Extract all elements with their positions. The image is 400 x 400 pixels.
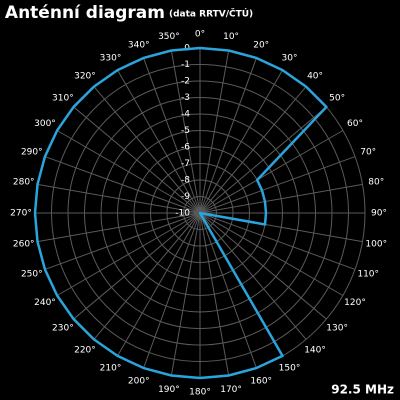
angle-label: 210° — [100, 364, 122, 374]
angle-label: 160° — [250, 377, 272, 387]
r-tick-label: -3 — [181, 93, 190, 103]
grid-ring — [84, 97, 316, 329]
angle-label: 190° — [158, 385, 180, 395]
angle-label: 350° — [158, 32, 180, 42]
angle-label: 330° — [100, 53, 122, 63]
r-tick-label: -5 — [181, 126, 190, 136]
angle-label: 20° — [253, 40, 269, 50]
angle-label: 230° — [52, 324, 74, 334]
r-tick-label: -2 — [181, 77, 190, 87]
angle-label: 30° — [282, 53, 298, 63]
grid-ring — [51, 64, 349, 362]
angle-label: 310° — [52, 93, 74, 103]
angle-label: 40° — [307, 71, 323, 81]
angle-label: 150° — [279, 364, 301, 374]
r-tick-label: -9 — [181, 192, 190, 202]
pattern-line — [33, 46, 328, 380]
frequency: 92.5 MHz — [331, 383, 394, 397]
angle-label: 220° — [74, 346, 96, 356]
r-tick-label: -7 — [181, 159, 190, 169]
angle-label: 60° — [347, 119, 363, 129]
angle-label: 50° — [329, 93, 345, 103]
angle-label: 290° — [21, 147, 43, 157]
grid-ring — [183, 196, 217, 230]
angle-label: 340° — [128, 40, 150, 50]
angle-label: 250° — [21, 270, 43, 280]
r-tick-label: -6 — [181, 143, 190, 153]
angle-label: 320° — [74, 71, 96, 81]
chart-title: Anténní diagram — [5, 3, 165, 23]
angle-label: 180° — [189, 388, 211, 398]
r-tick-label: -8 — [181, 176, 190, 186]
angle-label: 240° — [34, 298, 56, 308]
grid-ring — [100, 113, 300, 313]
r-tick-label: -1 — [181, 60, 190, 70]
angle-label: 10° — [223, 32, 239, 42]
r-tick-label: -10 — [175, 209, 190, 219]
angle-label: 110° — [357, 270, 379, 280]
r-tick-label: -4 — [181, 110, 190, 120]
grid-ring — [166, 179, 234, 247]
angle-label: 270° — [10, 209, 32, 219]
angle-label: 130° — [326, 324, 348, 334]
angle-label: 100° — [365, 240, 387, 250]
angle-label: 0° — [195, 30, 205, 40]
angle-label: 80° — [368, 177, 384, 187]
angle-label: 120° — [344, 298, 366, 308]
angle-label: 170° — [220, 385, 242, 395]
grid-ring — [150, 163, 250, 263]
angle-label: 200° — [128, 377, 150, 387]
angle-label: 300° — [34, 119, 56, 129]
angle-label: 70° — [360, 147, 376, 157]
angle-label: 260° — [13, 240, 35, 250]
angle-label: 90° — [371, 209, 387, 219]
angle-label: 280° — [13, 177, 35, 187]
grid-ring — [117, 130, 283, 296]
angle-label: 140° — [304, 346, 326, 356]
chart-subtitle: (data RRTV/ČTÚ) — [169, 8, 253, 20]
grid-ring — [67, 80, 333, 346]
